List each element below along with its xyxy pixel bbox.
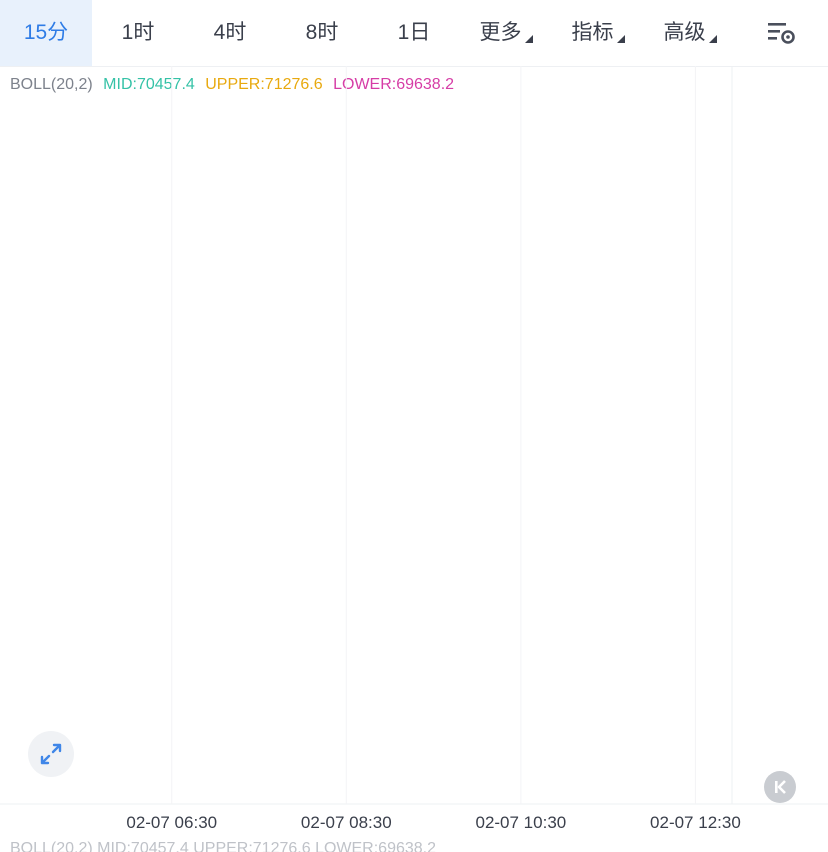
x-tick-label: 02-07 10:30 — [475, 813, 566, 832]
tab-1h[interactable]: 1时 — [92, 0, 184, 66]
x-tick-label: 02-07 06:30 — [126, 813, 217, 832]
tab-8h[interactable]: 8时 — [276, 0, 368, 66]
tab-label: 4时 — [213, 21, 247, 44]
tab-indicators[interactable]: 指标 — [552, 0, 644, 66]
expand-arrows-icon — [40, 743, 62, 765]
legend-indicator: BOLL(20,2) — [10, 76, 93, 93]
x-tick-label: 02-07 08:30 — [301, 813, 392, 832]
legend-lower: LOWER:69638.2 — [333, 76, 455, 93]
tab-label: 15分 — [23, 21, 69, 44]
tab-4h[interactable]: 4时 — [184, 0, 276, 66]
jump-to-latest-icon — [775, 780, 786, 794]
tab-label: 更多 — [479, 21, 522, 44]
lower-panel-legend: BOLL(20,2) MID:70457.4 UPPER:71276.6 LOW… — [10, 840, 437, 852]
tab-label: 指标 — [571, 21, 614, 44]
tab-15min[interactable]: 15分 — [0, 0, 92, 66]
legend-upper: UPPER:71276.6 — [205, 76, 323, 93]
tab-advanced[interactable]: 高级 — [644, 0, 736, 66]
timeframe-tab-bar: 15分 1时 4时 8时 1日 更多 指标 高级 — [0, 0, 828, 67]
dropdown-corner-icon — [708, 35, 717, 43]
candlestick-chart[interactable]: 71500.071000.070500.070000.069500.002-07… — [0, 66, 828, 838]
expand-button[interactable] — [28, 731, 74, 777]
x-tick-label: 02-07 12:30 — [650, 813, 741, 832]
tab-label: 高级 — [663, 21, 706, 44]
tab-label: 1时 — [121, 21, 155, 44]
dropdown-corner-icon — [616, 35, 625, 43]
lower-panel-stub: BOLL(20,2) MID:70457.4 UPPER:71276.6 LOW… — [0, 838, 828, 852]
jump-to-latest-button[interactable] — [764, 771, 796, 803]
chart-settings-icon[interactable] — [766, 20, 798, 46]
tab-label: 1日 — [397, 21, 431, 44]
tab-label: 8时 — [305, 21, 339, 44]
dropdown-corner-icon — [524, 35, 533, 43]
tab-more[interactable]: 更多 — [460, 0, 552, 66]
tab-1d[interactable]: 1日 — [368, 0, 460, 66]
